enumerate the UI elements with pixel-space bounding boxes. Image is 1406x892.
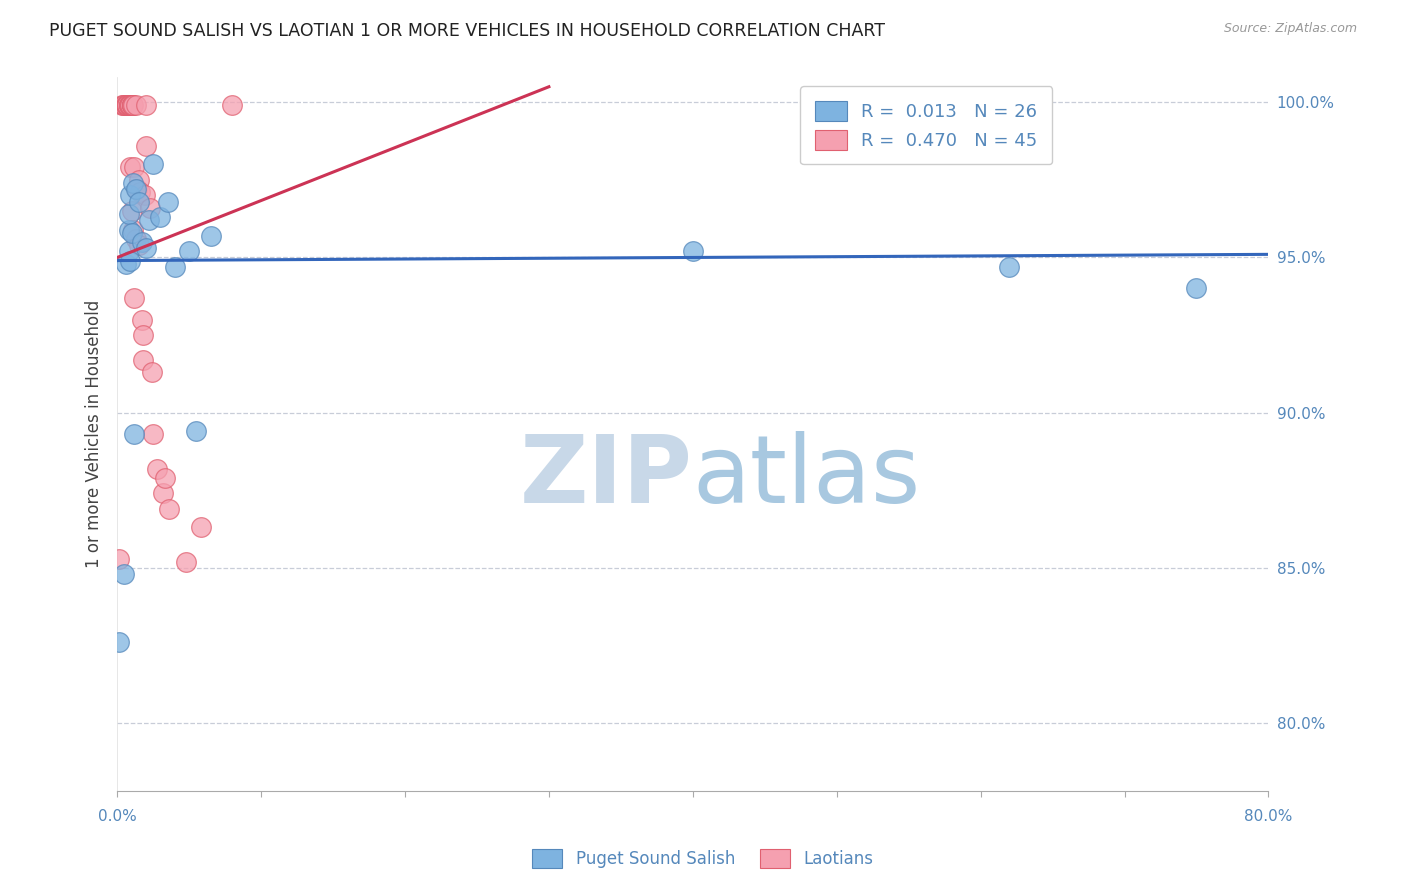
Point	[120, 188, 142, 202]
Point	[152, 486, 174, 500]
Point	[121, 98, 143, 112]
Point	[135, 138, 157, 153]
Point	[221, 98, 243, 112]
Point	[120, 98, 142, 112]
Point	[128, 173, 150, 187]
Point	[118, 207, 141, 221]
Point	[121, 98, 143, 112]
Point	[124, 161, 146, 175]
Point	[118, 98, 141, 112]
Point	[110, 98, 132, 112]
Point	[179, 244, 201, 259]
Point	[124, 291, 146, 305]
Point	[142, 427, 165, 442]
Point	[121, 226, 143, 240]
Point	[125, 182, 148, 196]
Point	[132, 352, 155, 367]
Point	[118, 244, 141, 259]
Point	[122, 98, 145, 112]
Point	[200, 228, 222, 243]
Point	[114, 257, 136, 271]
Point	[122, 176, 145, 190]
Point	[111, 98, 134, 112]
Point	[1185, 281, 1208, 295]
Point	[120, 161, 142, 175]
Point	[121, 98, 143, 112]
Point	[163, 260, 186, 274]
Point	[114, 98, 136, 112]
Point	[131, 312, 153, 326]
Point	[112, 567, 135, 582]
Text: 80.0%: 80.0%	[1244, 809, 1292, 824]
Point	[153, 471, 176, 485]
Point	[114, 98, 136, 112]
Point	[186, 424, 208, 438]
Point	[124, 427, 146, 442]
Text: ZIP: ZIP	[520, 431, 693, 524]
Point	[121, 203, 143, 218]
Text: 0.0%: 0.0%	[98, 809, 136, 824]
Point	[135, 241, 157, 255]
Point	[131, 235, 153, 249]
Point	[125, 98, 148, 112]
Point	[125, 232, 148, 246]
Point	[118, 222, 141, 236]
Point	[132, 328, 155, 343]
Legend: R =  0.013   N = 26, R =  0.470   N = 45: R = 0.013 N = 26, R = 0.470 N = 45	[800, 87, 1052, 164]
Point	[190, 520, 212, 534]
Point	[139, 201, 162, 215]
Text: atlas: atlas	[693, 431, 921, 524]
Text: PUGET SOUND SALISH VS LAOTIAN 1 OR MORE VEHICLES IN HOUSEHOLD CORRELATION CHART: PUGET SOUND SALISH VS LAOTIAN 1 OR MORE …	[49, 22, 886, 40]
Y-axis label: 1 or more Vehicles in Household: 1 or more Vehicles in Household	[86, 301, 103, 568]
Point	[146, 461, 169, 475]
Point	[682, 244, 704, 259]
Text: Source: ZipAtlas.com: Source: ZipAtlas.com	[1223, 22, 1357, 36]
Point	[120, 253, 142, 268]
Point	[138, 213, 160, 227]
Point	[998, 260, 1021, 274]
Point	[120, 98, 142, 112]
Point	[121, 98, 143, 112]
Point	[149, 210, 172, 224]
Point	[174, 555, 197, 569]
Point	[117, 98, 139, 112]
Point	[117, 98, 139, 112]
Point	[118, 98, 141, 112]
Point	[112, 98, 135, 112]
Point	[156, 194, 179, 209]
Point	[107, 635, 129, 649]
Point	[157, 501, 180, 516]
Point	[134, 188, 156, 202]
Point	[141, 365, 163, 379]
Point	[118, 98, 141, 112]
Point	[135, 98, 157, 112]
Point	[128, 238, 150, 252]
Point	[122, 222, 145, 236]
Legend: Puget Sound Salish, Laotians: Puget Sound Salish, Laotians	[526, 843, 880, 875]
Point	[128, 194, 150, 209]
Point	[142, 157, 165, 171]
Point	[107, 551, 129, 566]
Point	[129, 186, 152, 200]
Point	[127, 182, 149, 196]
